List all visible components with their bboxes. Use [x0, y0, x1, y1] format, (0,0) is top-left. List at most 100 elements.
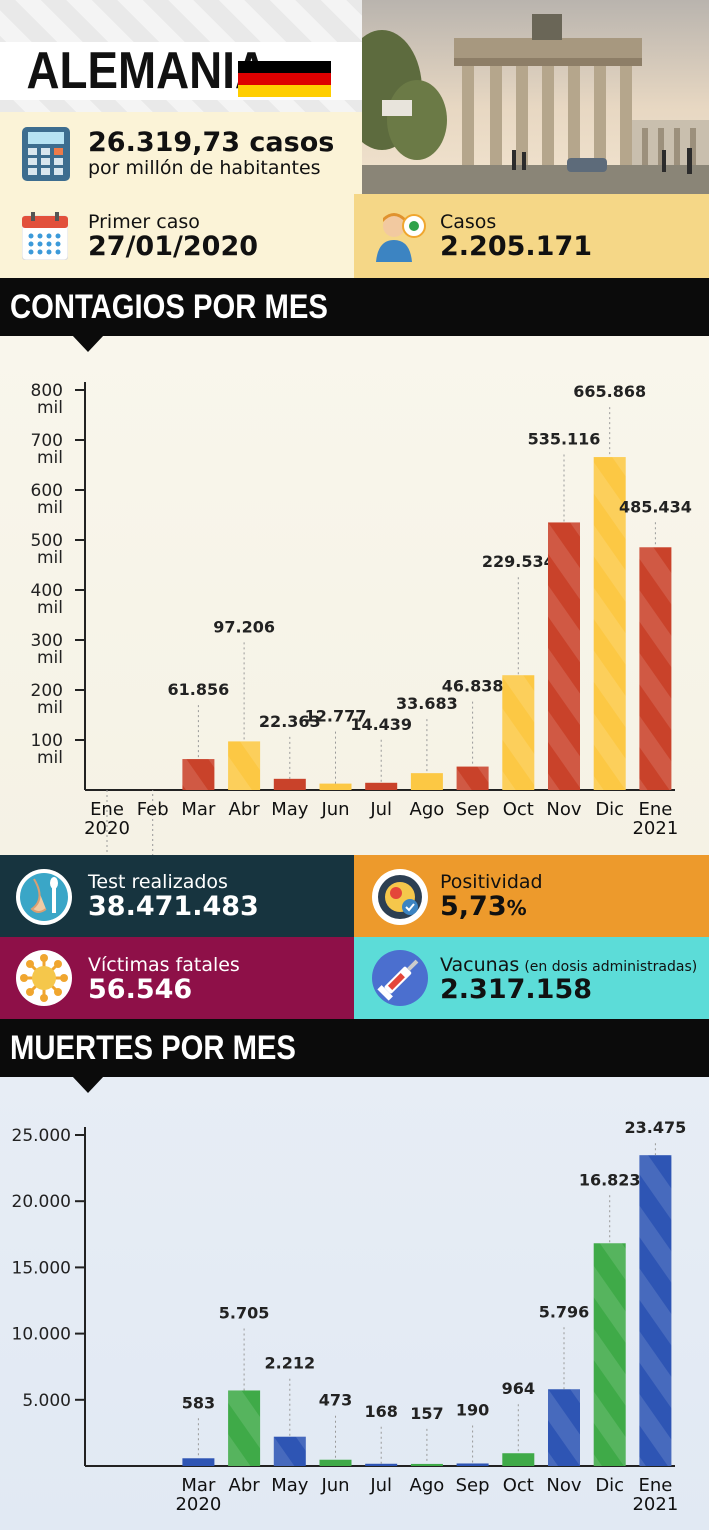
x-tick-label-year: 2021 [632, 818, 678, 839]
bar [502, 1453, 535, 1466]
x-tick-label-year: 2020 [84, 818, 130, 839]
virus-icon [16, 950, 72, 1006]
data-label: 2.212 [264, 1354, 315, 1373]
data-label: 23.475 [625, 1118, 687, 1137]
cases-per-million-value: 26.319,73 casos [88, 127, 335, 158]
x-tick-label: Abr [229, 799, 261, 820]
x-tick-label: Abr [229, 1475, 261, 1496]
y-tick-label: 800 [31, 381, 63, 401]
vaccines-label-group: Vacunas (en dosis administradas) [440, 955, 697, 975]
cases-per-million-panel: 26.319,73 casos por millón de habitantes [0, 112, 362, 194]
y-tick-label-unit: mil [37, 648, 63, 668]
positivity-unit: % [506, 896, 527, 920]
deaths-tile: Víctimas fatales 56.546 [0, 937, 354, 1019]
bar-stripes [639, 547, 672, 790]
bar [319, 1459, 352, 1466]
nose-swab-icon [16, 869, 72, 925]
first-case-date: 27/01/2020 [88, 231, 259, 262]
cases-per-million-label: por millón de habitantes [88, 157, 321, 179]
y-tick-label-unit: mil [37, 548, 63, 568]
muertes-chart-area [0, 1077, 709, 1530]
vaccines-tile: Vacunas (en dosis administradas) 2.317.1… [354, 937, 709, 1019]
x-tick-label: Dic [595, 799, 624, 820]
bar [365, 1463, 398, 1466]
vaccines-note: (en dosis administradas) [524, 959, 698, 975]
tests-tile: Test realizados 38.471.483 [0, 855, 354, 937]
data-label: 5.705 [219, 1303, 270, 1322]
bar [319, 783, 352, 790]
data-label: 964 [502, 1379, 535, 1398]
bar [410, 773, 443, 790]
y-tick-label: 25.000 [12, 1126, 71, 1146]
y-tick-label: 20.000 [12, 1192, 71, 1212]
country-title: ALEMANIA [26, 42, 268, 100]
x-tick-label: Nov [546, 1475, 581, 1496]
contagios-title-notch [72, 335, 104, 352]
bar [273, 778, 306, 790]
data-label: 485.434 [619, 497, 692, 516]
virus-check-icon [372, 869, 428, 925]
bar-stripes [182, 759, 215, 790]
data-label: 157 [410, 1404, 443, 1423]
bar-stripes [273, 1436, 306, 1466]
data-label: 473 [319, 1391, 352, 1410]
bar [365, 782, 398, 790]
x-tick-label: Feb [137, 799, 169, 820]
y-tick-label: 5.000 [22, 1391, 71, 1411]
patient-virus-icon [376, 213, 426, 262]
y-tick-label-unit: mil [37, 748, 63, 768]
x-tick-label: Ago [410, 799, 445, 820]
x-tick-label: May [271, 1475, 309, 1496]
y-tick-label-unit: mil [37, 598, 63, 618]
data-label: 33.683 [396, 694, 458, 713]
data-label: 97.206 [213, 617, 275, 636]
tests-label: Test realizados [88, 871, 228, 893]
calendar-icon [22, 212, 68, 260]
y-tick-label: 15.000 [12, 1258, 71, 1278]
data-label: 665.868 [573, 382, 646, 401]
data-label: 61.856 [168, 680, 230, 699]
deaths-label: Víctimas fatales [88, 954, 240, 976]
data-label: 12.777 [305, 707, 367, 726]
deaths-value: 56.546 [88, 974, 193, 1005]
x-tick-label: Jun [320, 799, 349, 820]
vaccines-value: 2.317.158 [440, 974, 593, 1005]
bar [456, 1463, 489, 1466]
x-tick-label: Oct [503, 799, 534, 820]
cases-value: 2.205.171 [440, 231, 593, 262]
x-tick-label: Sep [456, 799, 490, 820]
bar-stripes [548, 1389, 580, 1466]
y-tick-label: 400 [31, 581, 63, 601]
y-tick-label: 200 [31, 681, 63, 701]
contagios-section-title: CONTAGIOS POR MES [10, 288, 328, 326]
muertes-section-bar [0, 1019, 709, 1077]
data-label: 190 [456, 1400, 489, 1419]
y-tick-label: 10.000 [12, 1325, 71, 1345]
cases-label: Casos [440, 211, 497, 233]
y-tick-label: 500 [31, 531, 63, 551]
y-tick-label-unit: mil [37, 448, 63, 468]
bar-stripes [593, 1243, 626, 1466]
calculator-icon [22, 127, 70, 181]
first-case-panel: Primer caso 27/01/2020 [0, 194, 354, 278]
bar-stripes [456, 766, 489, 790]
positivity-label: Positividad [440, 871, 543, 893]
y-tick-label: 700 [31, 431, 63, 451]
positivity-tile: Positividad 5,73% [354, 855, 709, 937]
x-tick-label: Oct [503, 1475, 534, 1496]
x-tick-label: Jul [369, 1475, 392, 1496]
data-label: 22.363 [259, 712, 321, 731]
x-tick-label: Jun [320, 1475, 349, 1496]
x-tick-label: Ago [410, 1475, 445, 1496]
x-tick-label: Nov [546, 799, 581, 820]
contagios-chart: 100mil200mil300mil400mil500mil600mil700m… [31, 381, 692, 855]
contagios-section-bar [0, 278, 709, 336]
x-tick-label-year: 2020 [175, 1494, 221, 1515]
bar-stripes [548, 522, 580, 790]
data-label: 5.796 [539, 1302, 590, 1321]
bar-stripes [228, 741, 261, 790]
positivity-value: 5,73 [440, 891, 507, 922]
header: ALEMANIA [0, 0, 709, 278]
x-tick-label: Ene [638, 1475, 672, 1496]
x-tick-label: Ene [638, 799, 672, 820]
